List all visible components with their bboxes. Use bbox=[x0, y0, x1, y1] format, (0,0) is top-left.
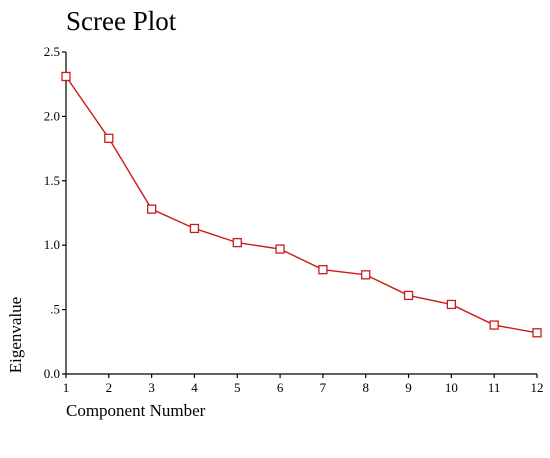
data-point-marker bbox=[318, 265, 328, 275]
x-tick-label: 11 bbox=[488, 380, 501, 395]
x-tick-label: 6 bbox=[277, 380, 284, 395]
x-axis-label: Component Number bbox=[66, 401, 206, 420]
data-point-marker bbox=[489, 320, 499, 330]
data-point-marker bbox=[104, 133, 114, 143]
x-ticks: 1 2 3 4 5 6 7 8 9 10 11 12 bbox=[63, 374, 544, 395]
data-point-marker bbox=[61, 71, 71, 82]
x-tick-label: 2 bbox=[106, 380, 113, 395]
x-tick-label: 1 bbox=[63, 380, 70, 395]
x-tick-label: 3 bbox=[148, 380, 155, 395]
chart-title: Scree Plot bbox=[66, 6, 177, 36]
series-line bbox=[65, 76, 538, 334]
y-tick-label: 2.5 bbox=[44, 44, 60, 59]
x-tick-label: 9 bbox=[405, 380, 412, 395]
y-axis-label: Eigenvalue bbox=[6, 297, 25, 373]
y-tick-label: .5 bbox=[50, 302, 60, 317]
data-point-marker bbox=[232, 237, 242, 248]
data-point-marker bbox=[403, 290, 414, 301]
y-tick-label: 2.0 bbox=[44, 108, 60, 123]
y-tick-label: 1.0 bbox=[44, 237, 60, 252]
x-tick-label: 4 bbox=[191, 380, 198, 395]
data-point-marker bbox=[275, 244, 285, 254]
y-tick-label: 1.5 bbox=[44, 173, 60, 188]
data-point-marker bbox=[146, 204, 157, 214]
y-ticks: 0.0 .5 1.0 1.5 2.0 2.5 bbox=[44, 44, 66, 381]
x-tick-label: 7 bbox=[320, 380, 327, 395]
x-tick-label: 10 bbox=[445, 380, 458, 395]
y-tick-label: 0.0 bbox=[44, 366, 60, 381]
x-tick-label: 12 bbox=[531, 380, 544, 395]
series-layer bbox=[61, 71, 542, 338]
data-point-marker bbox=[189, 223, 200, 234]
x-tick-label: 8 bbox=[362, 380, 369, 395]
data-point-marker bbox=[446, 299, 457, 310]
x-tick-label: 5 bbox=[234, 380, 241, 395]
data-point-marker bbox=[532, 328, 542, 338]
data-point-marker bbox=[361, 270, 371, 280]
